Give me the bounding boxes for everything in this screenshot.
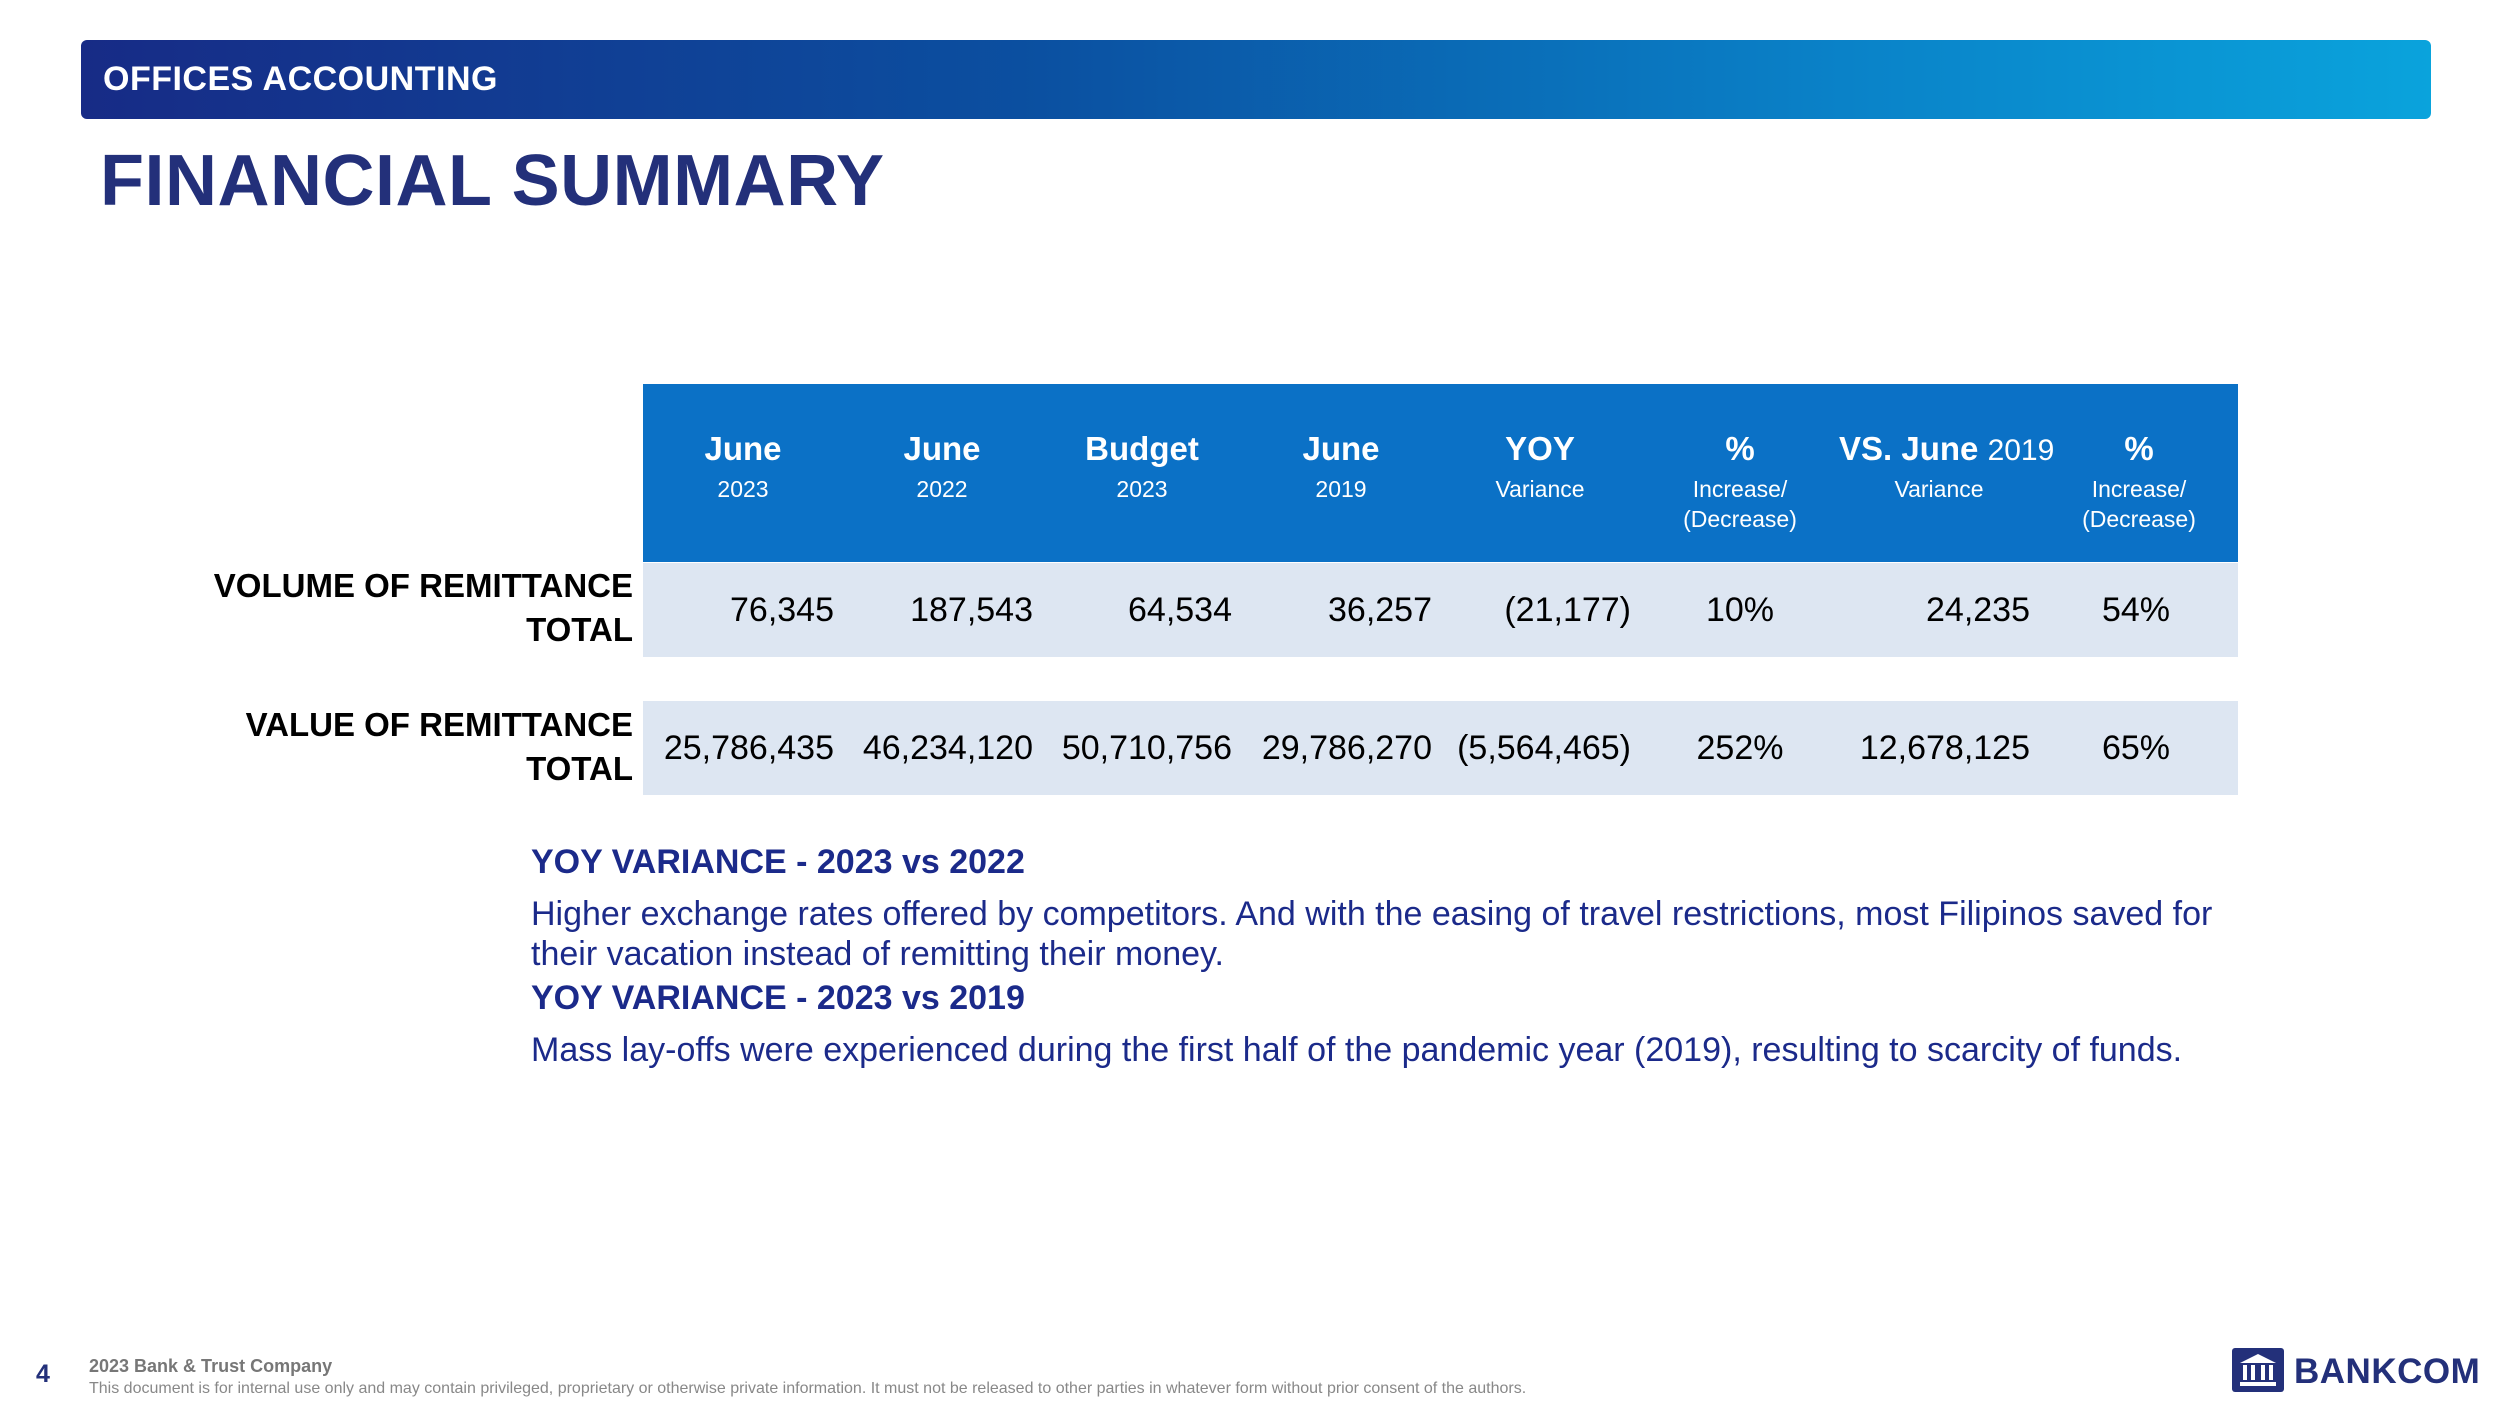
table-cell: 24,235 (1926, 591, 2030, 629)
variance-notes: YOY VARIANCE - 2023 vs 2022 Higher excha… (531, 838, 2231, 1070)
logo-text: BANKCOM (2294, 1352, 2481, 1391)
table-cell: 25,786,435 (663, 729, 834, 767)
table-header: June 2023 June 2022 Budget 2023 June 201… (643, 384, 2238, 562)
row-label-volume: VOLUME OF REMITTANCE TOTAL (213, 567, 633, 648)
page-number: 4 (36, 1360, 50, 1388)
note-body-2023-vs-2019: Mass lay-offs were experienced during th… (531, 1031, 2183, 1069)
table-cell: 252% (1696, 729, 1784, 767)
table-cell: 76,345 (730, 591, 834, 629)
table-cell: 36,257 (1328, 591, 1432, 629)
table-cell: 12,678,125 (1859, 729, 2030, 767)
note-heading-2023-vs-2019: YOY VARIANCE - 2023 vs 2019 (531, 979, 1025, 1017)
table-cell: 29,786,270 (1261, 729, 1432, 767)
note-heading-2023-vs-2022: YOY VARIANCE - 2023 vs 2022 (531, 843, 1025, 881)
table-cell: 46,234,120 (862, 729, 1033, 767)
table-row-value: 25,786,435 46,234,120 50,710,756 29,786,… (643, 701, 2238, 795)
note-body-2023-vs-2022: Higher exchange rates offered by competi… (531, 895, 2213, 973)
table-cell: (5,564,465) (1457, 729, 1631, 767)
section-header-bar: OFFICES ACCOUNTING (81, 40, 2431, 119)
footer-disclaimer: This document is for internal use only a… (89, 1380, 1527, 1397)
table-cell: 10% (1705, 591, 1775, 629)
page-title: FINANCIAL SUMMARY (100, 141, 885, 221)
table-cell: 187,543 (910, 591, 1033, 629)
table-cell: 50,710,756 (1061, 729, 1232, 767)
table-cell: 64,534 (1128, 591, 1232, 629)
table-row-volume: 76,345 187,543 64,534 36,257 (21,177) 10… (643, 563, 2238, 657)
table-cell: 65% (2101, 729, 2171, 767)
table-cell: (21,177) (1504, 591, 1631, 629)
table-cell: 54% (2101, 591, 2171, 629)
section-title: OFFICES ACCOUNTING (103, 60, 498, 98)
bank-building-icon (2232, 1348, 2284, 1392)
row-label-value: VALUE OF REMITTANCE TOTAL (245, 706, 633, 787)
footer-company: 2023 Bank & Trust Company (89, 1356, 333, 1376)
